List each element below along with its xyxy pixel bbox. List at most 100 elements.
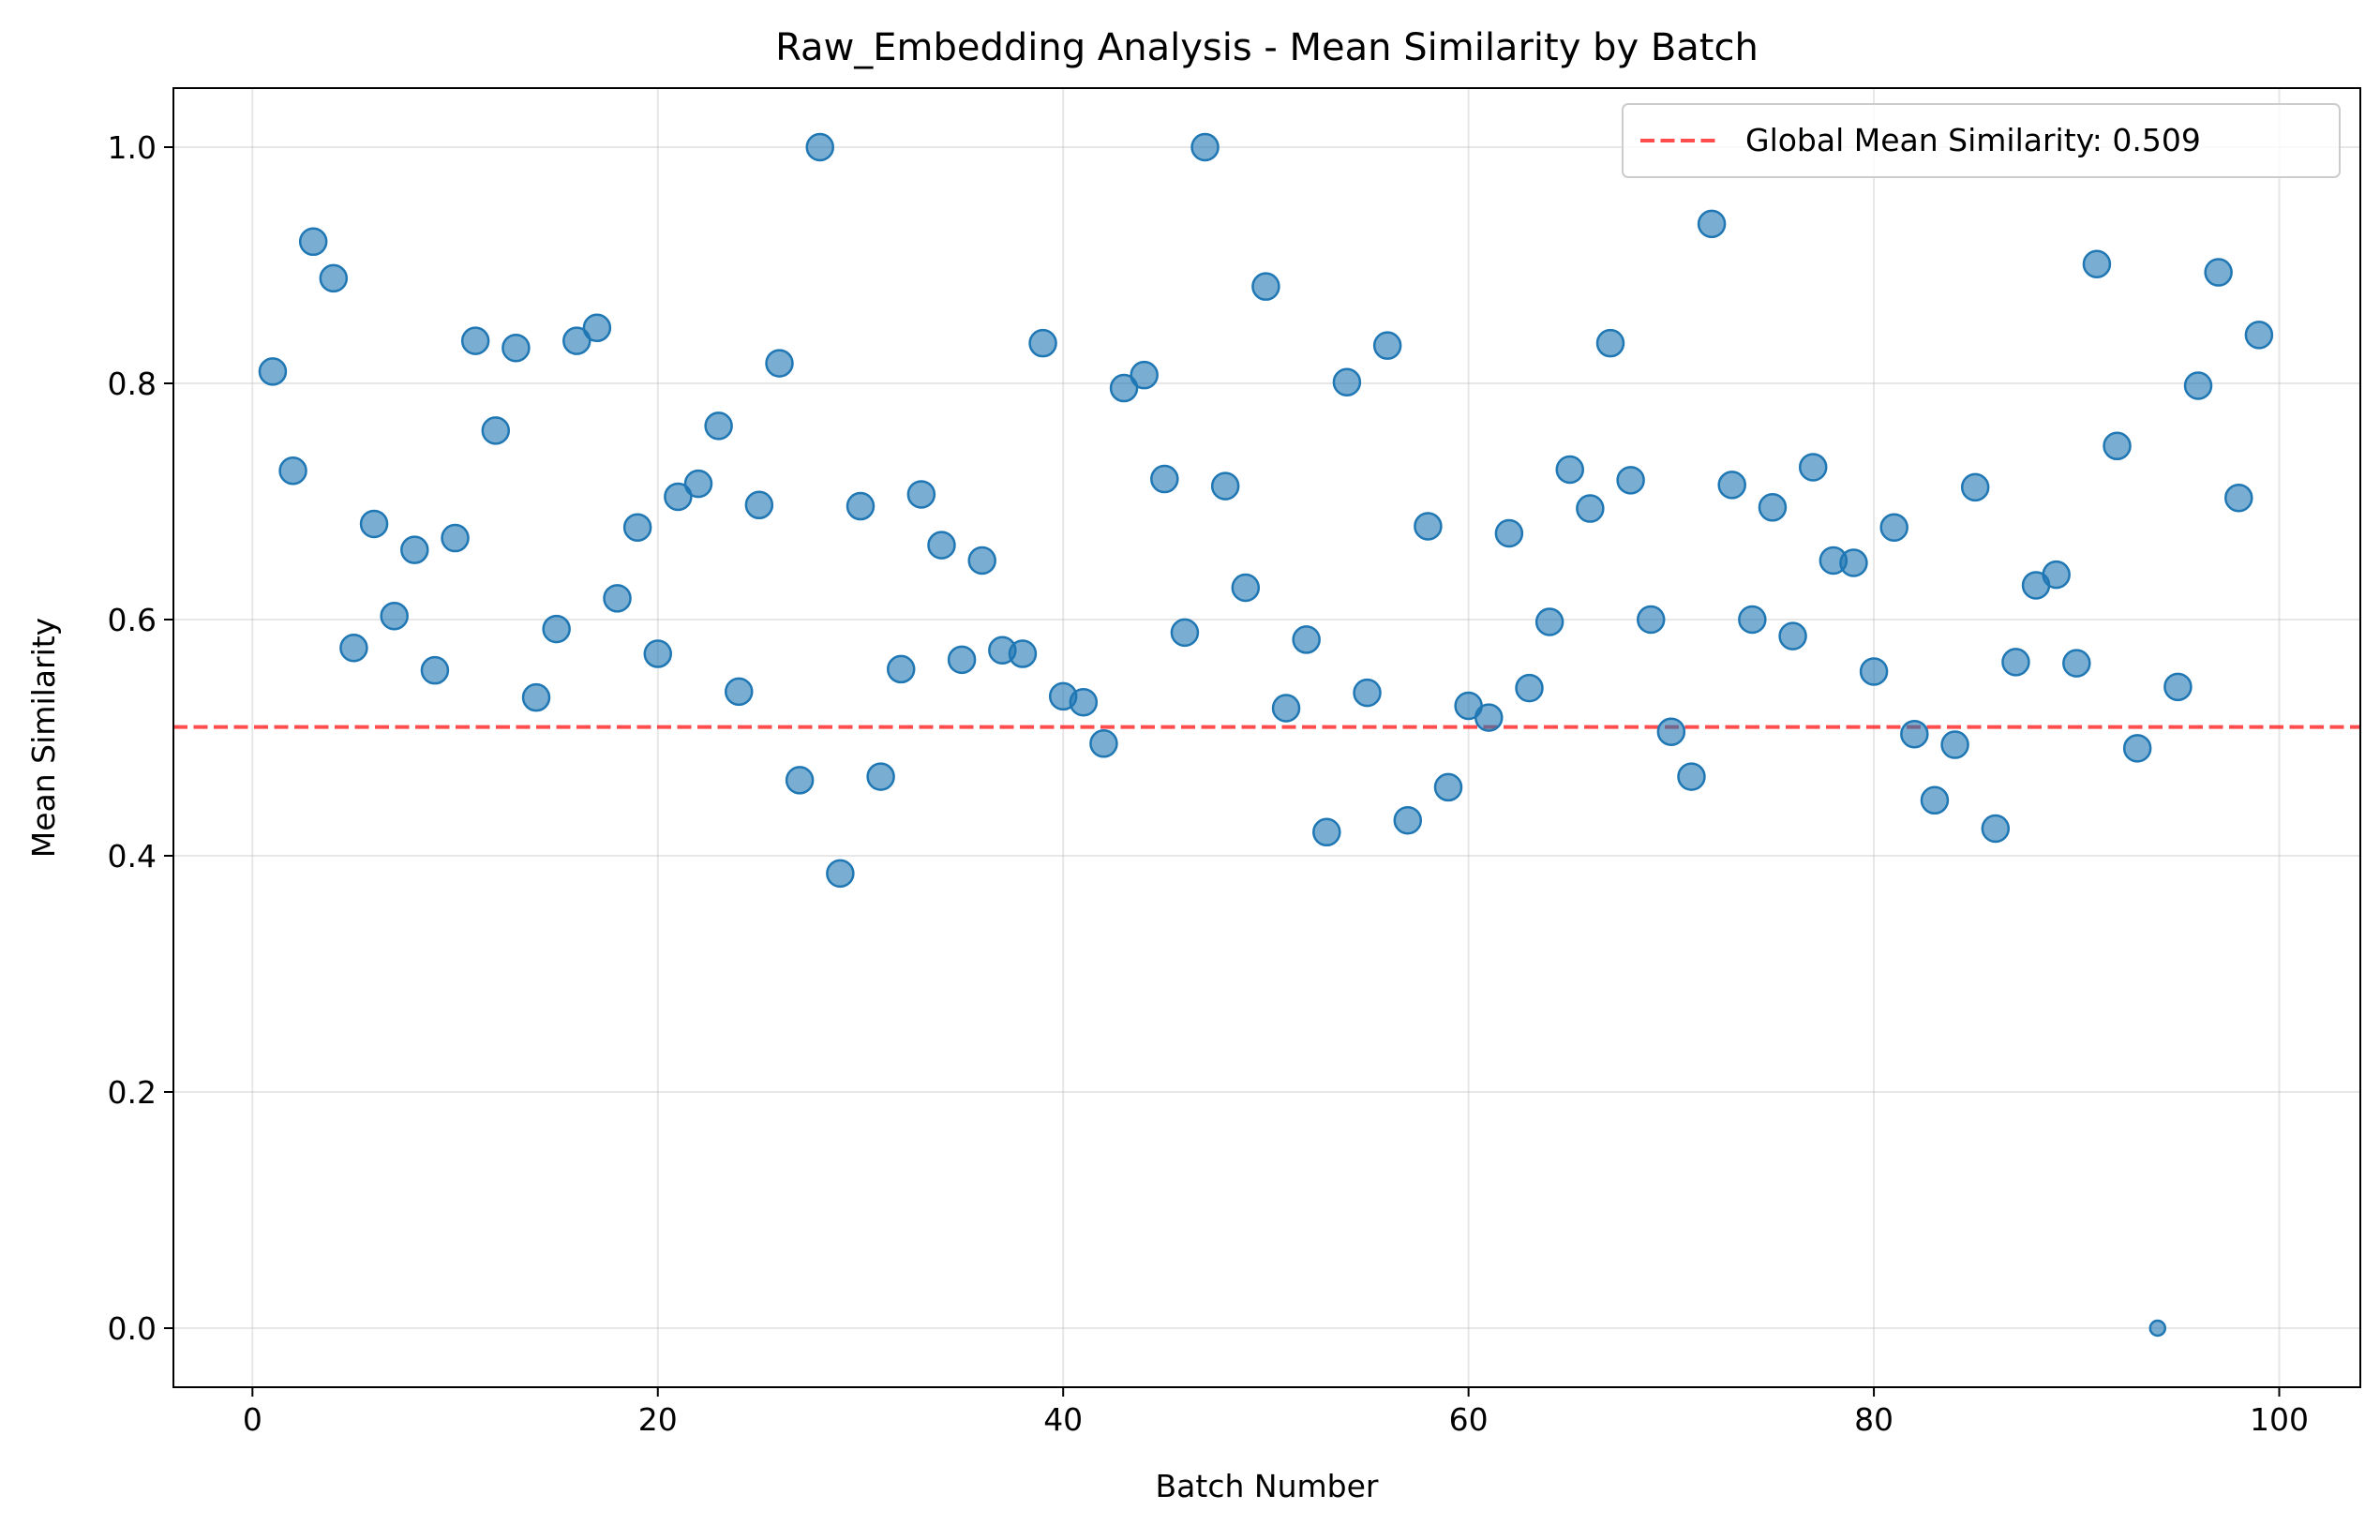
data-point [1109, 373, 1139, 403]
data-point [765, 349, 794, 378]
data-point [603, 584, 632, 613]
data-point [1981, 814, 2011, 844]
data-point [1130, 360, 1159, 390]
data-point [1414, 512, 1443, 541]
data-point [562, 326, 591, 355]
data-point [1069, 687, 1099, 717]
data-point [2244, 321, 2274, 350]
data-point [1231, 573, 1261, 603]
data-point [319, 263, 349, 293]
data-point [1920, 785, 1950, 815]
data-point [2148, 1319, 2167, 1338]
data-point [1534, 607, 1564, 636]
data-point [2062, 649, 2091, 678]
data-point [2183, 371, 2213, 400]
data-point [744, 490, 774, 520]
data-point [2042, 560, 2071, 590]
data-point [582, 313, 612, 343]
data-point [1251, 272, 1280, 301]
y-tick-label: 1.0 [108, 129, 157, 166]
x-tick-label: 60 [1449, 1401, 1489, 1438]
x-tick-label: 100 [2250, 1401, 2309, 1438]
data-point [1312, 817, 1341, 847]
data-point [380, 601, 409, 631]
data-point [664, 482, 693, 512]
legend-box [1622, 103, 2341, 178]
data-point [1089, 729, 1118, 758]
data-point [441, 523, 470, 553]
data-point [785, 766, 815, 795]
data-point [1474, 703, 1504, 732]
data-point [1353, 678, 1382, 708]
x-axis-label: Batch Number [1156, 1468, 1379, 1504]
data-point [1879, 513, 1908, 542]
y-axis-label: Mean Similarity [25, 618, 62, 858]
data-point [1636, 605, 1666, 635]
data-point [947, 645, 977, 675]
data-point [846, 491, 876, 521]
data-point [1656, 717, 1686, 746]
data-point [725, 677, 754, 707]
data-point [400, 535, 429, 564]
data-point [1839, 548, 1868, 577]
data-point [906, 480, 936, 509]
data-point [359, 509, 389, 539]
data-point [1555, 455, 1584, 485]
y-tick-label: 0.4 [108, 838, 157, 875]
data-point [1900, 719, 1929, 749]
data-point [1778, 621, 1807, 650]
data-point [1576, 494, 1605, 523]
data-point [1332, 367, 1362, 396]
y-tick-label: 0.8 [108, 366, 157, 402]
data-point [1859, 657, 1889, 686]
data-point [1494, 518, 1524, 548]
y-tick-label: 0.2 [108, 1074, 157, 1111]
data-point [1271, 694, 1301, 723]
data-point [1798, 453, 1828, 482]
x-tick-label: 20 [638, 1401, 678, 1438]
data-point [1028, 328, 1057, 358]
data-point [1372, 331, 1402, 360]
data-point [805, 132, 834, 162]
x-tick-label: 40 [1043, 1401, 1083, 1438]
data-points [258, 132, 2274, 1338]
data-point [2204, 258, 2233, 287]
data-point [2082, 249, 2112, 278]
x-tick-label: 0 [243, 1401, 262, 1438]
data-point [1738, 605, 1767, 635]
chart-title: Raw_Embedding Analysis - Mean Similarity… [775, 26, 1759, 69]
data-point [866, 762, 895, 791]
data-point [2163, 672, 2193, 702]
data-point [683, 469, 713, 499]
data-point [420, 655, 450, 685]
grid [173, 88, 2360, 1387]
data-point [1170, 618, 1200, 648]
y-tick-label: 0.6 [108, 602, 157, 638]
data-point [501, 333, 531, 363]
data-point [886, 654, 916, 684]
data-point [481, 416, 511, 445]
data-point [826, 859, 855, 889]
data-point [1940, 730, 1969, 759]
data-point [704, 411, 733, 441]
legend-label: Global Mean Similarity: 0.509 [1745, 122, 2201, 158]
data-point [1393, 805, 1423, 835]
plot-frame [172, 87, 2361, 1388]
data-point [278, 456, 307, 486]
data-point [1677, 762, 1706, 791]
legend: Global Mean Similarity: 0.509 [1622, 103, 2341, 178]
data-point [258, 357, 288, 386]
data-point [460, 326, 490, 355]
data-point [1697, 209, 1727, 239]
data-point [1292, 625, 1321, 654]
data-point [967, 546, 996, 576]
data-point [927, 531, 956, 560]
data-point [339, 633, 368, 663]
axis-ticks: 0 20 40 60 80 100 0.0 0.2 0.4 0.6 0.8 1.0 [108, 129, 2309, 1438]
y-tick-label: 0.0 [108, 1310, 157, 1347]
data-point [1210, 471, 1240, 501]
data-point [2224, 483, 2253, 513]
